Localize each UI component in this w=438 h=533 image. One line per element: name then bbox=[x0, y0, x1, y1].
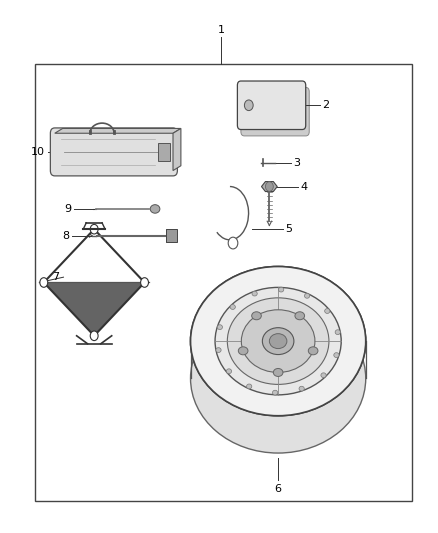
Text: 9: 9 bbox=[64, 204, 71, 214]
Text: 7: 7 bbox=[52, 272, 59, 282]
Text: 3: 3 bbox=[293, 158, 300, 167]
Ellipse shape bbox=[230, 304, 235, 309]
Bar bbox=[166, 229, 177, 242]
Ellipse shape bbox=[299, 386, 304, 391]
Ellipse shape bbox=[191, 304, 366, 453]
Ellipse shape bbox=[273, 368, 283, 376]
Ellipse shape bbox=[150, 205, 160, 213]
Polygon shape bbox=[55, 128, 181, 133]
Ellipse shape bbox=[227, 298, 329, 384]
Ellipse shape bbox=[308, 347, 318, 355]
Circle shape bbox=[90, 331, 98, 341]
Ellipse shape bbox=[279, 287, 284, 292]
Polygon shape bbox=[44, 282, 145, 336]
Text: 1: 1 bbox=[218, 25, 225, 35]
Circle shape bbox=[228, 237, 238, 249]
Ellipse shape bbox=[272, 390, 278, 395]
Ellipse shape bbox=[269, 334, 287, 349]
Text: 4: 4 bbox=[300, 182, 307, 191]
Ellipse shape bbox=[226, 369, 232, 374]
Circle shape bbox=[244, 100, 253, 110]
FancyBboxPatch shape bbox=[241, 87, 309, 136]
FancyBboxPatch shape bbox=[237, 81, 306, 130]
Circle shape bbox=[265, 182, 273, 191]
Ellipse shape bbox=[217, 325, 223, 329]
Ellipse shape bbox=[325, 309, 330, 313]
Ellipse shape bbox=[215, 287, 341, 395]
Bar bbox=[158, 142, 170, 161]
Text: 2: 2 bbox=[322, 100, 329, 110]
Ellipse shape bbox=[321, 373, 326, 378]
Ellipse shape bbox=[262, 328, 294, 354]
Ellipse shape bbox=[335, 330, 340, 335]
Ellipse shape bbox=[304, 294, 310, 298]
Text: 6: 6 bbox=[275, 484, 282, 494]
Ellipse shape bbox=[334, 353, 339, 358]
Ellipse shape bbox=[238, 347, 248, 355]
Ellipse shape bbox=[247, 384, 252, 389]
Circle shape bbox=[141, 278, 148, 287]
Circle shape bbox=[90, 224, 98, 234]
Ellipse shape bbox=[295, 312, 304, 320]
Ellipse shape bbox=[191, 266, 366, 416]
Ellipse shape bbox=[241, 310, 315, 373]
Polygon shape bbox=[173, 128, 181, 171]
Bar bbox=[35, 64, 412, 501]
Polygon shape bbox=[261, 182, 277, 191]
Text: 5: 5 bbox=[285, 224, 292, 234]
Circle shape bbox=[40, 278, 48, 287]
Ellipse shape bbox=[252, 291, 257, 296]
Text: 8: 8 bbox=[62, 231, 69, 240]
FancyBboxPatch shape bbox=[50, 128, 177, 176]
Ellipse shape bbox=[216, 348, 221, 352]
Text: 10: 10 bbox=[31, 147, 45, 157]
Ellipse shape bbox=[252, 312, 261, 320]
Ellipse shape bbox=[191, 266, 366, 416]
